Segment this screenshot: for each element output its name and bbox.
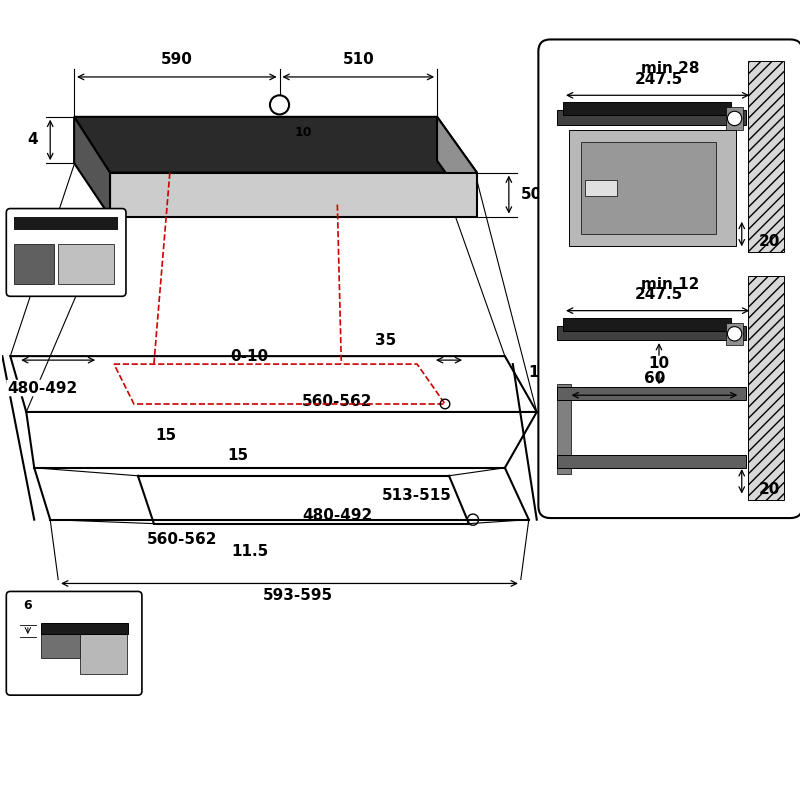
Bar xyxy=(585,180,617,196)
FancyBboxPatch shape xyxy=(6,591,142,695)
Circle shape xyxy=(727,111,742,126)
Bar xyxy=(726,107,743,130)
Text: min 28: min 28 xyxy=(641,62,700,77)
Polygon shape xyxy=(74,117,477,173)
Bar xyxy=(557,387,746,400)
Text: 590: 590 xyxy=(161,51,193,66)
FancyBboxPatch shape xyxy=(6,209,126,296)
Bar xyxy=(557,110,746,125)
Circle shape xyxy=(727,326,742,341)
Bar xyxy=(557,326,746,340)
Text: 6: 6 xyxy=(23,598,32,611)
Bar xyxy=(557,384,571,474)
Bar xyxy=(581,142,716,234)
Bar xyxy=(557,455,746,468)
Text: 0-10: 0-10 xyxy=(230,349,269,364)
Text: 35: 35 xyxy=(374,333,396,348)
Text: min 12: min 12 xyxy=(641,277,699,292)
Text: 480-492: 480-492 xyxy=(7,381,78,395)
Text: 560-562: 560-562 xyxy=(302,394,373,409)
Text: 15: 15 xyxy=(155,428,177,443)
Bar xyxy=(563,102,730,115)
FancyBboxPatch shape xyxy=(538,39,800,518)
Polygon shape xyxy=(437,117,477,217)
Text: 20: 20 xyxy=(758,234,780,250)
Polygon shape xyxy=(110,173,477,217)
Text: 480-492: 480-492 xyxy=(302,508,373,523)
Text: 560-562: 560-562 xyxy=(146,532,217,547)
Text: 510: 510 xyxy=(342,51,374,66)
Text: 10: 10 xyxy=(294,126,312,139)
Bar xyxy=(41,634,85,658)
Bar xyxy=(41,622,128,634)
Bar xyxy=(748,61,784,253)
Polygon shape xyxy=(10,356,537,412)
Bar xyxy=(726,322,743,345)
Text: 100: 100 xyxy=(529,365,561,379)
Text: 4: 4 xyxy=(27,133,38,147)
Bar xyxy=(14,218,118,230)
Text: 247.5: 247.5 xyxy=(634,287,682,302)
Text: 50: 50 xyxy=(521,187,542,202)
Text: 513-515: 513-515 xyxy=(382,488,452,503)
Text: 247.5: 247.5 xyxy=(634,71,682,86)
Bar xyxy=(14,245,54,284)
Bar xyxy=(58,245,114,284)
Polygon shape xyxy=(74,117,110,217)
Text: 15: 15 xyxy=(227,448,248,463)
Bar xyxy=(569,130,736,246)
Text: 10: 10 xyxy=(649,356,670,371)
Bar xyxy=(748,276,784,500)
Text: 593-595: 593-595 xyxy=(262,588,333,603)
Text: 20: 20 xyxy=(758,482,780,497)
Text: 11.5: 11.5 xyxy=(231,544,268,559)
Text: 60: 60 xyxy=(644,370,665,386)
Bar xyxy=(563,318,730,330)
Bar xyxy=(81,632,126,674)
